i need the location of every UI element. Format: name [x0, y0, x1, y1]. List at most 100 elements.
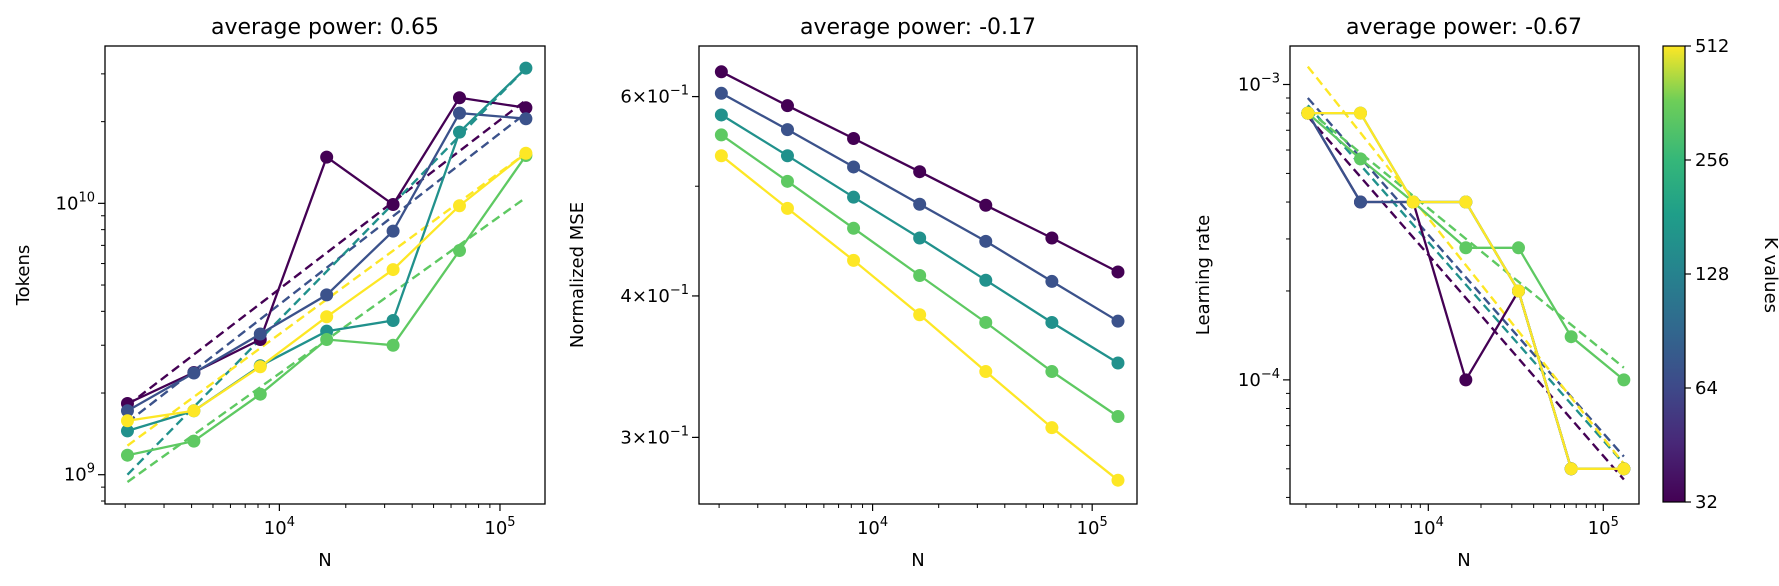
tokens-y-tick-label: 109 — [64, 462, 95, 486]
mse-point-k128 — [1111, 356, 1125, 370]
tokens-point-k256 — [253, 387, 267, 401]
learning-rate-fit-line-k32 — [1306, 115, 1625, 481]
mse-point-k256 — [979, 315, 993, 329]
learning-rate-fit-line-k256 — [1307, 109, 1625, 369]
mse-point-k64 — [780, 123, 794, 137]
tokens-point-k256 — [386, 338, 400, 352]
learning-rate-x-tick-label: 104 — [1413, 515, 1444, 539]
learning-rate-series-line-k512 — [1307, 111, 1624, 470]
mse-point-k128 — [847, 190, 861, 204]
tokens-y-axis-label: Tokens — [13, 245, 34, 307]
learning-rate-fit-line-k512 — [1306, 65, 1625, 465]
mse-point-k128 — [780, 149, 794, 163]
learning-rate-y-tick-label: 10−3 — [1238, 71, 1280, 95]
mse-point-k128 — [714, 108, 728, 122]
mse-point-k32 — [1045, 231, 1059, 245]
learning-rate-point-k64 — [1353, 195, 1367, 209]
mse-point-k512 — [780, 201, 794, 215]
learning-rate-point-k512 — [1564, 462, 1578, 476]
mse-point-k64 — [1111, 314, 1125, 328]
tokens-point-k32 — [386, 198, 400, 212]
mse-point-k512 — [1111, 473, 1125, 487]
learning-rate-point-k512 — [1353, 106, 1367, 120]
tokens-point-k64 — [120, 404, 134, 418]
learning-rate-x-axis-label: N — [1457, 550, 1470, 571]
mse-x-tick-label: 104 — [857, 515, 888, 539]
tokens-series-line-k32 — [127, 96, 527, 405]
mse-point-k256 — [913, 268, 927, 282]
mse-point-k32 — [714, 65, 728, 79]
mse-point-k64 — [847, 160, 861, 174]
tokens-point-k64 — [320, 288, 334, 302]
mse-x-axis-label: N — [911, 550, 924, 571]
learning-rate-panel: 104 105 10−4 10−3 average power: -0.67 N Le… — [1193, 15, 1640, 571]
tokens-point-k512 — [452, 199, 466, 213]
tokens-point-k512 — [519, 146, 533, 160]
tokens-point-k64 — [253, 327, 267, 341]
tokens-point-k32 — [452, 91, 466, 105]
mse-point-k64 — [714, 86, 728, 100]
mse-point-k32 — [913, 165, 927, 179]
learning-rate-point-k512 — [1512, 284, 1526, 298]
learning-rate-chart-title: average power: -0.67 — [1346, 15, 1582, 40]
learning-rate-axes-frame — [1289, 45, 1640, 505]
mse-point-k512 — [913, 308, 927, 322]
mse-point-k512 — [714, 149, 728, 163]
learning-rate-point-k256 — [1512, 241, 1526, 255]
mse-chart-title: average power: -0.17 — [800, 15, 1036, 40]
tokens-point-k256 — [452, 244, 466, 258]
mse-point-k64 — [979, 234, 993, 248]
tokens-point-k256 — [187, 434, 201, 448]
learning-rate-fit-line-k64 — [1306, 97, 1625, 458]
mse-point-k64 — [913, 197, 927, 211]
tokens-point-k256 — [120, 448, 134, 462]
colorbar-tick-label: 256 — [1695, 150, 1729, 171]
mse-point-k256 — [714, 128, 728, 142]
mse-y-tick-label: 4×10−1 — [620, 283, 689, 307]
tokens-point-k512 — [253, 360, 267, 374]
colorbar: 32 64 128 256 512 K values — [1662, 36, 1779, 513]
learning-rate-point-k512 — [1459, 195, 1473, 209]
colorbar-tick-label: 32 — [1695, 492, 1718, 513]
tokens-point-k64 — [519, 112, 533, 126]
mse-y-tick-label: 3×10−1 — [620, 424, 689, 448]
mse-point-k32 — [847, 131, 861, 145]
learning-rate-point-k512 — [1617, 462, 1631, 476]
mse-point-k256 — [780, 174, 794, 188]
learning-rate-y-axis-label: Learning rate — [1193, 215, 1214, 335]
tokens-point-k64 — [187, 366, 201, 380]
tokens-point-k128 — [519, 61, 533, 75]
learning-rate-series-line-k64 — [1306, 112, 1624, 470]
colorbar-label: K values — [1760, 237, 1779, 313]
learning-rate-point-k32 — [1459, 373, 1473, 387]
tokens-axes-frame — [104, 45, 546, 505]
colorbar-tick-label: 512 — [1695, 36, 1729, 57]
tokens-point-k32 — [320, 150, 334, 164]
mse-point-k256 — [1111, 410, 1125, 424]
tokens-series-line-k512 — [127, 152, 527, 422]
mse-y-tick-label: 6×10−1 — [620, 84, 689, 108]
colorbar-tick-label: 64 — [1695, 378, 1718, 399]
mse-panel: 104 105 3×10−1 4×10−1 6×10−1 average power: … — [567, 15, 1138, 571]
mse-axes-frame — [698, 45, 1138, 505]
tokens-panel: 104 105 109 1010 average power: 0.65 N Toke… — [13, 15, 546, 571]
learning-rate-point-k512 — [1406, 195, 1420, 209]
tokens-point-k128 — [386, 314, 400, 328]
mse-point-k32 — [780, 99, 794, 113]
colorbar-tick-label: 128 — [1695, 264, 1729, 285]
mse-point-k256 — [1045, 365, 1059, 379]
tokens-point-k64 — [386, 224, 400, 238]
tokens-point-k256 — [320, 332, 334, 346]
tokens-chart-title: average power: 0.65 — [211, 15, 439, 40]
tokens-x-tick-label: 104 — [264, 515, 295, 539]
tokens-point-k512 — [120, 414, 134, 428]
tokens-point-k32 — [519, 101, 533, 115]
learning-rate-fit-line-k128 — [1306, 104, 1625, 465]
tokens-x-axis-label: N — [318, 550, 331, 571]
learning-rate-series-line-k128 — [1307, 111, 1624, 470]
learning-rate-point-k512 — [1301, 106, 1315, 120]
tokens-fit-line-k128 — [126, 67, 527, 476]
mse-point-k512 — [979, 365, 993, 379]
colorbar-gradient — [1662, 45, 1686, 503]
mse-point-k32 — [1111, 265, 1125, 279]
